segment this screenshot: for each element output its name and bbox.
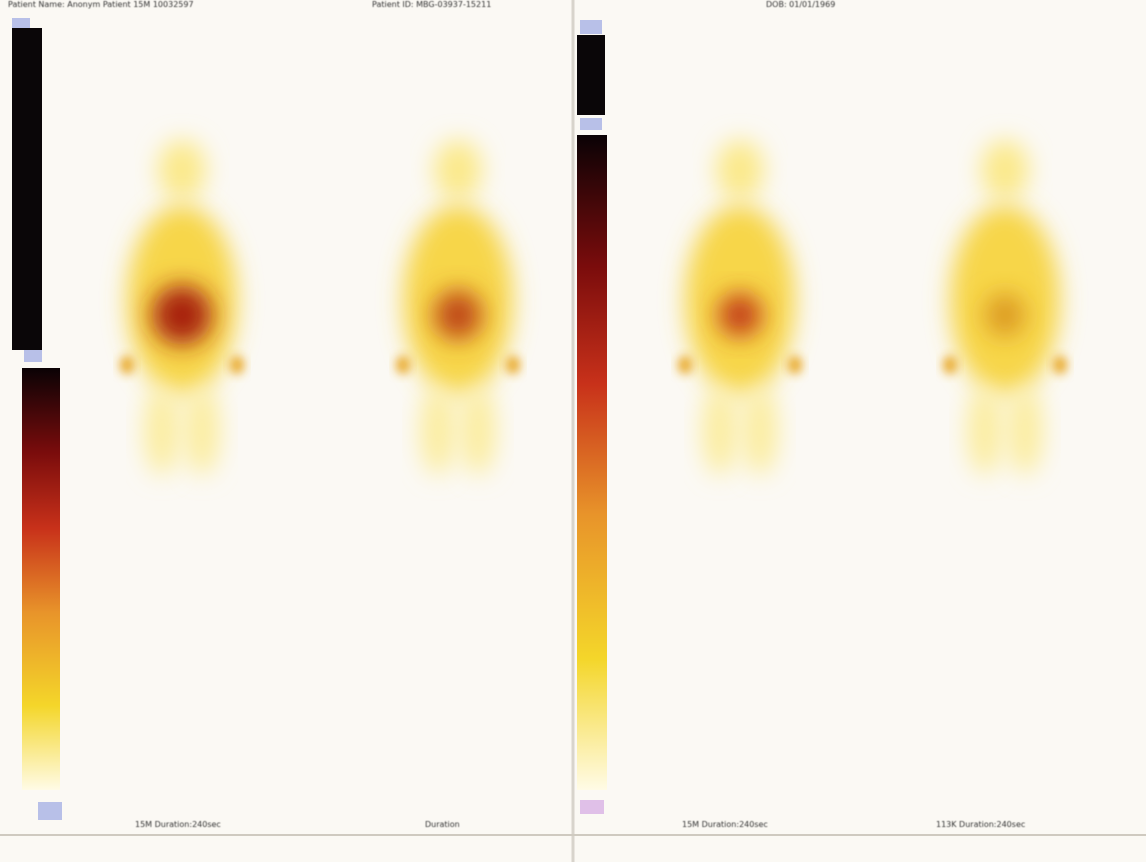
view-label: 15M Duration:240sec [682, 820, 768, 829]
slider-handle[interactable] [38, 802, 62, 820]
patient-id: Patient ID: MBG-03937-15211 [372, 0, 492, 9]
view-label: Duration [425, 820, 460, 829]
body-image [396, 140, 520, 475]
slider-handle[interactable] [580, 800, 604, 814]
color-bar [577, 135, 607, 790]
body-image [678, 140, 802, 475]
patient-name: Patient Name: Anonym Patient 15M 1003259… [8, 0, 194, 9]
body-image [120, 140, 244, 475]
slider-handle[interactable] [24, 350, 42, 362]
lut-top-black [12, 28, 42, 350]
slider-handle[interactable] [580, 118, 602, 130]
color-bar [22, 368, 60, 790]
slider-handle[interactable] [12, 18, 30, 28]
view-label: 113K Duration:240sec [936, 820, 1026, 829]
body-image [943, 140, 1067, 475]
lut-top-black [577, 35, 605, 115]
slider-handle[interactable] [580, 20, 602, 34]
view-label: 15M Duration:240sec [135, 820, 221, 829]
dob: DOB: 01/01/1969 [766, 0, 836, 9]
